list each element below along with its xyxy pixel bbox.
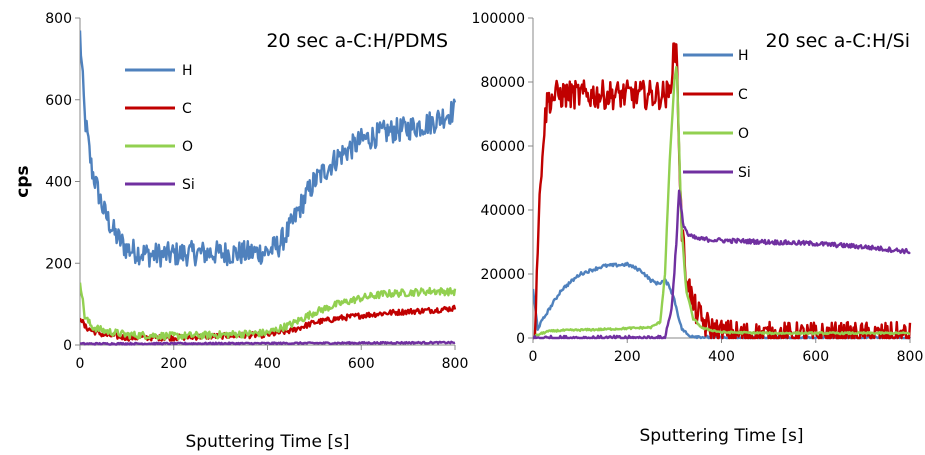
y-axis-title: cps [13,165,33,197]
y-tick-label: 400 [45,175,72,191]
series-line-o [80,282,457,341]
chart-1: 0 200 400 600 800 0 200 400 600 800 Sputtering Tim… [13,11,468,452]
legend: H C O Si [683,48,751,181]
chart-2: 0 20000 40000 60000 80000 100000 0 200 400 600 800… [472,11,924,446]
y-tick-label: 0 [63,338,72,354]
y-tick-label: 20000 [480,267,525,283]
x-tick-label: 0 [76,356,85,372]
y-tick-label: 40000 [480,203,525,219]
legend-label-o: O [182,139,193,155]
legend-label-si: Si [738,165,751,181]
y-tick-label: 600 [45,93,72,109]
y-tick-label: 60000 [480,139,525,155]
series-line-c [533,42,912,340]
legend-label-o: O [738,126,749,142]
y-tick-label: 800 [45,11,72,27]
series-line-si [533,189,911,340]
series-line-c [80,304,457,342]
legend-label-si: Si [182,177,195,193]
legend-label-h: H [738,48,749,64]
y-tick-label: 100000 [472,11,525,27]
x-tick-label: 600 [348,356,375,372]
legend-label-c: C [182,101,192,117]
chart-title: 20 sec a-C:H/Si [766,30,911,52]
x-tick-label: 400 [708,349,735,365]
y-tick-label: 200 [45,256,72,272]
legend-label-c: C [738,87,748,103]
x-axis-title: Sputtering Time [s] [640,426,804,446]
y-tick-label: 80000 [480,75,525,91]
series-line-o [533,65,911,340]
x-tick-label: 800 [442,356,469,372]
legend-label-h: H [182,63,193,79]
x-tick-label: 200 [160,356,187,372]
chart-title: 20 sec a-C:H/PDMS [266,30,448,52]
x-axis-title: Sputtering Time [s] [186,432,350,452]
x-tick-label: 400 [254,356,281,372]
series-line-h [80,30,457,268]
y-tick-label: 0 [516,331,525,347]
x-tick-label: 800 [897,349,924,365]
legend: H C O Si [125,63,195,193]
x-tick-label: 0 [529,349,538,365]
x-tick-label: 200 [614,349,641,365]
series-line-si [80,340,456,346]
x-tick-label: 600 [802,349,829,365]
